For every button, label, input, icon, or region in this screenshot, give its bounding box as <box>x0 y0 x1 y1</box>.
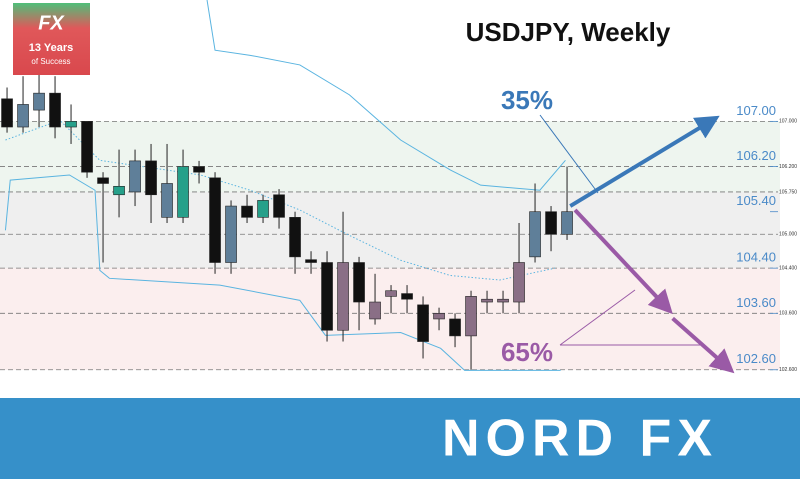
forecast-arrow <box>671 316 735 374</box>
candle-body <box>561 211 573 235</box>
y-tick-label: 104.40 <box>736 250 776 265</box>
zone <box>0 191 780 269</box>
indicator-line <box>4 174 561 371</box>
candle-body <box>513 262 525 303</box>
candle-body <box>433 313 445 320</box>
candle-body <box>97 177 109 184</box>
y-tick-label: 106.20 <box>736 148 776 163</box>
candle-body <box>241 205 253 218</box>
logo <box>13 3 90 75</box>
candle-body <box>289 217 301 258</box>
forecast-arrow <box>573 208 673 315</box>
candle-body <box>337 262 349 331</box>
candle-body <box>385 290 397 297</box>
candle-body <box>81 121 93 173</box>
candle-body <box>369 301 381 320</box>
candle-body <box>465 296 477 337</box>
forecast-label: 35% <box>501 85 553 115</box>
level-label: 105.750 <box>779 189 797 195</box>
indicator-line <box>206 0 566 191</box>
candle-body <box>273 194 285 218</box>
candle-body <box>497 298 509 303</box>
candle-body <box>49 92 61 128</box>
candle-body <box>257 200 269 218</box>
candle-body <box>481 298 493 303</box>
y-tick-label: 107.00 <box>736 103 776 118</box>
candle-body <box>529 211 541 258</box>
candle-body <box>129 160 141 193</box>
level-label: 104.400 <box>779 265 797 271</box>
candle-body <box>177 166 189 218</box>
chart-title: USDJPY, Weekly <box>466 17 671 47</box>
forecast-label: 65% <box>501 337 553 367</box>
candle-body <box>353 262 365 303</box>
candle-body <box>417 304 429 342</box>
level-label: 106.200 <box>779 164 797 170</box>
banner <box>0 398 800 479</box>
candle-body <box>193 166 205 173</box>
candle-body <box>17 104 29 128</box>
candle-body <box>401 293 413 300</box>
level-label: 103.600 <box>779 311 797 317</box>
annotation-leader <box>559 289 636 346</box>
candle-body <box>209 177 221 263</box>
forecast-arrow <box>569 115 720 208</box>
level-label: 102.600 <box>779 367 797 373</box>
y-tick-label: 103.60 <box>736 295 776 310</box>
level-label: 105.000 <box>779 232 797 238</box>
candle-body <box>33 92 45 111</box>
logo-text: of Success <box>31 57 70 66</box>
candle-body <box>545 211 557 235</box>
candle-body <box>113 185 125 196</box>
candle-body <box>161 183 173 218</box>
candle-body <box>65 121 77 128</box>
candle-body <box>1 98 13 128</box>
logo-text: 13 Years <box>29 42 73 54</box>
candle-body <box>305 259 317 263</box>
candle-body <box>225 205 237 263</box>
candle-body <box>145 160 157 196</box>
banner-brand: NORD FX <box>442 410 718 468</box>
y-tick-label: 102.60 <box>736 351 776 366</box>
candle-body <box>321 262 333 331</box>
zone <box>0 268 780 370</box>
level-label: 107.000 <box>779 119 797 125</box>
zone <box>0 121 780 192</box>
y-tick-label: 105.40 <box>736 193 776 208</box>
candle-body <box>449 318 461 337</box>
annotation-leader <box>539 114 599 194</box>
logo-brand: FX <box>38 12 65 34</box>
